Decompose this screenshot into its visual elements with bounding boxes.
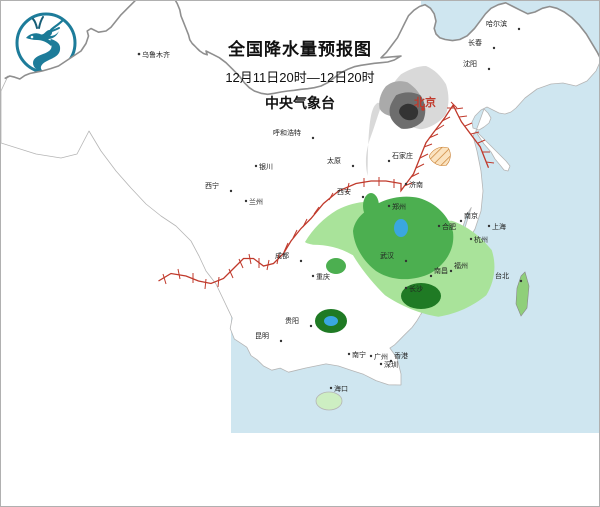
svg-text:成都: 成都 [275, 251, 289, 260]
svg-text:银川: 银川 [259, 162, 273, 171]
svg-text:南昌: 南昌 [434, 266, 448, 275]
svg-text:济南: 济南 [409, 180, 423, 189]
svg-text:兰州: 兰州 [249, 197, 263, 206]
svg-text:武汉: 武汉 [380, 251, 394, 260]
svg-text:合肥: 合肥 [442, 222, 456, 231]
svg-text:广州: 广州 [374, 352, 388, 361]
svg-text:太原: 太原 [327, 156, 341, 165]
svg-text:香港: 香港 [394, 351, 408, 360]
svg-text:石家庄: 石家庄 [392, 151, 413, 160]
svg-text:西安: 西安 [337, 187, 351, 196]
svg-text:杭州: 杭州 [474, 235, 488, 244]
svg-text:南京: 南京 [464, 211, 478, 220]
svg-text:长沙: 长沙 [409, 284, 423, 293]
svg-text:呼和浩特: 呼和浩特 [273, 128, 301, 137]
svg-text:西宁: 西宁 [205, 181, 219, 190]
svg-text:重庆: 重庆 [316, 272, 330, 281]
svg-text:福州: 福州 [454, 261, 468, 270]
svg-text:南宁: 南宁 [352, 350, 366, 359]
svg-text:哈尔滨: 哈尔滨 [486, 19, 507, 28]
svg-text:昆明: 昆明 [255, 332, 269, 340]
svg-text:台北: 台北 [495, 271, 509, 280]
svg-text:上海: 上海 [492, 222, 506, 231]
svg-text:海口: 海口 [334, 384, 348, 393]
svg-text:贵阳: 贵阳 [285, 316, 299, 325]
svg-text:郑州: 郑州 [392, 203, 406, 211]
